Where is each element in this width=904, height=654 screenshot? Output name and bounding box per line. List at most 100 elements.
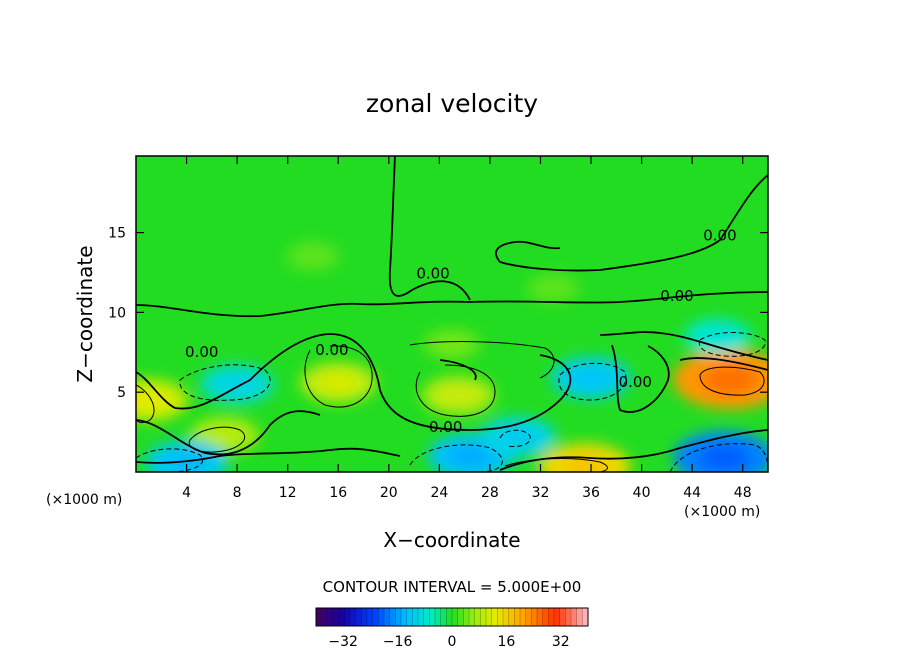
- x-tick-label-6: 28: [481, 485, 499, 501]
- x-tick-label-3: 16: [329, 485, 347, 501]
- zero-contour-6: [136, 410, 321, 456]
- colorbar-tick-label-4: 32: [552, 634, 570, 650]
- field-core-5: [561, 455, 608, 472]
- field-core-15: [437, 336, 467, 352]
- field-core-14: [539, 281, 567, 296]
- colorbar-cell-44: [565, 608, 572, 626]
- field-core-3: [440, 385, 477, 405]
- colorbar-cell-39: [537, 608, 544, 626]
- field-core-8: [700, 327, 735, 346]
- field-core-10: [449, 444, 493, 468]
- colorbar-cell-26: [463, 608, 470, 626]
- colorbar-cell-0: [316, 608, 323, 626]
- colorbar-cell-35: [514, 608, 521, 626]
- x-tick-label-5: 24: [430, 485, 448, 501]
- colorbar-cell-41: [548, 608, 555, 626]
- y-tick-label-0: 5: [117, 385, 126, 401]
- field-core-2: [319, 372, 358, 393]
- x-tick-label-7: 32: [532, 485, 550, 501]
- contour-interval-text: CONTOUR INTERVAL = 5.000E+00: [323, 578, 582, 596]
- zero-contour-7: [136, 447, 401, 464]
- x-tick-label-0: 4: [182, 485, 191, 501]
- zero-contour-2: [495, 174, 768, 272]
- colorbar-cell-40: [542, 608, 549, 626]
- contour-label-1: 0.00: [315, 341, 348, 359]
- positive-contour-4: [136, 384, 155, 424]
- field-core-7: [571, 367, 611, 389]
- positive-contour-1: [415, 364, 496, 417]
- positive-contour-3: [699, 366, 765, 396]
- colorbar-cell-20: [429, 608, 436, 626]
- positive-contour-5: [504, 458, 608, 472]
- colorbar-cell-47: [582, 608, 589, 626]
- y-tick-label-1: 10: [108, 305, 126, 321]
- x-tick-label-11: 48: [734, 485, 752, 501]
- x-unit-left: (×1000 m): [46, 492, 122, 508]
- contour-label-0: 0.00: [185, 343, 218, 361]
- colorbar-cell-29: [480, 608, 487, 626]
- contour-label-6: 0.00: [703, 226, 736, 244]
- positive-contour-6: [409, 341, 555, 379]
- colorbar-cell-32: [497, 608, 504, 626]
- contour-lines: [136, 156, 768, 472]
- plot-frame: [135, 155, 769, 473]
- field-core-11: [698, 444, 750, 471]
- negative-contour-4: [409, 444, 503, 472]
- x-tick-label-1: 8: [233, 485, 242, 501]
- colorbar-cell-43: [559, 608, 566, 626]
- colorbar-cell-37: [525, 608, 532, 626]
- zero-contour-1: [388, 156, 471, 301]
- colorbar-tick-label-1: −16: [383, 634, 413, 650]
- zero-contour-9: [679, 357, 768, 371]
- colorbar-cell-30: [486, 608, 493, 626]
- colorbar: [315, 607, 589, 627]
- colorbar-cell-45: [571, 608, 578, 626]
- field-core-0: [701, 364, 759, 395]
- plot-area: 0.00 0.000.000.000.000.000.00 4 8 12 16 20 24 2…: [108, 155, 769, 501]
- negative-contour-1: [558, 362, 627, 401]
- colorbar-cell-19: [423, 608, 430, 626]
- colorbar-cell-34: [508, 608, 515, 626]
- negative-contour-0: [179, 364, 271, 401]
- y-axis-ticks: 5 10 15: [108, 226, 768, 401]
- x-tick-label-9: 40: [633, 485, 651, 501]
- x-tick-label-8: 36: [582, 485, 600, 501]
- colorbar-tick-label-2: 0: [448, 634, 457, 650]
- colorbar-cell-28: [474, 608, 481, 626]
- colorbar-cell-12: [384, 608, 391, 626]
- colorbar-cell-36: [520, 608, 527, 626]
- x-tick-label-10: 44: [683, 485, 701, 501]
- colorbar-cell-15: [401, 608, 408, 626]
- colorbar-cell-16: [406, 608, 413, 626]
- colorbar-cell-13: [389, 608, 396, 626]
- colorbar-cell-38: [531, 608, 538, 626]
- contour-label-2: 0.00: [416, 265, 449, 283]
- colorbar-ticks: −32 −16 0 16 32: [328, 634, 569, 650]
- negative-contour-6: [499, 429, 531, 447]
- chart-title: zonal velocity: [366, 89, 538, 118]
- field-core-4: [207, 426, 242, 445]
- field-core-13: [299, 249, 327, 264]
- colorbar-cell-6: [350, 608, 357, 626]
- positive-contour-2: [188, 426, 246, 453]
- colorbar-cell-8: [361, 608, 368, 626]
- colorbar-cell-23: [446, 608, 453, 626]
- colorbar-cell-18: [418, 608, 425, 626]
- x-tick-label-4: 20: [380, 485, 398, 501]
- colorbar-cell-17: [412, 608, 419, 626]
- colorbar-cell-2: [327, 608, 334, 626]
- colorbar-cell-1: [321, 608, 328, 626]
- colorbar-cell-27: [469, 608, 476, 626]
- x-axis-label: X−coordinate: [383, 528, 520, 552]
- colorbar-cell-33: [503, 608, 510, 626]
- colorbar-cell-5: [344, 608, 351, 626]
- colorbar-cell-7: [355, 608, 362, 626]
- colorbar-cell-24: [452, 608, 459, 626]
- field-core-1: [136, 389, 169, 411]
- zero-contour-5: [611, 344, 670, 413]
- colorbar-cell-42: [554, 608, 561, 626]
- contour-labels: 0.00 0.00 0.00 0.00 0.00 0.00 0.00: [185, 226, 737, 436]
- velocity-field: [136, 242, 768, 472]
- field-core-6: [218, 374, 256, 394]
